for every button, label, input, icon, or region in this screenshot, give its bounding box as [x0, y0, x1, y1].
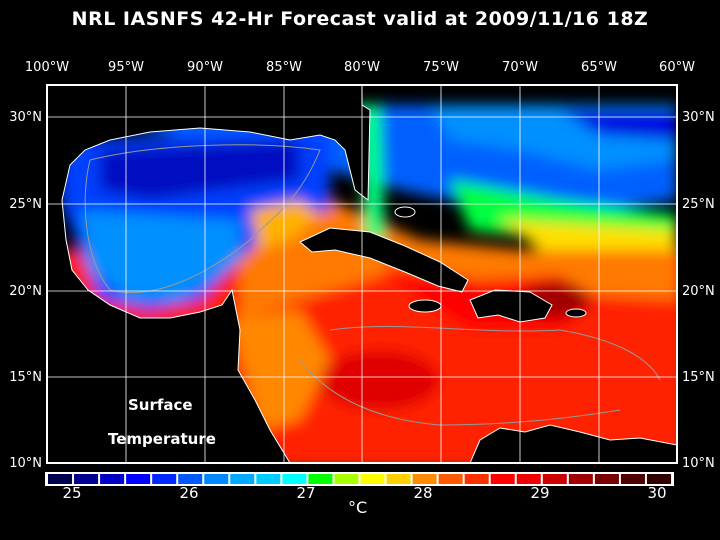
- lat-label-right: 10°N: [682, 456, 715, 471]
- colorbar-swatch: [100, 474, 125, 484]
- land-jamaica: [408, 299, 442, 313]
- graticule: [47, 85, 677, 463]
- bathymetry-contours: [84, 144, 661, 426]
- colorbar-tick-label: 26: [179, 484, 199, 502]
- colorbar-swatch: [126, 474, 151, 484]
- land-bahamas: [394, 206, 416, 218]
- colorbar-swatch: [594, 474, 619, 484]
- land-north-america: [47, 85, 371, 463]
- map-title: NRL IASNFS 42-Hr Forecast valid at 2009/…: [71, 8, 649, 30]
- lon-label: 70°W: [502, 60, 538, 75]
- colorbar-swatch: [178, 474, 203, 484]
- colorbar-tick-label: 30: [647, 484, 667, 502]
- colorbar-swatch: [308, 474, 333, 484]
- field-label-line2: Temperature: [108, 430, 216, 448]
- land-south-america: [469, 424, 677, 463]
- colorbar-swatch: [516, 474, 541, 484]
- lon-label: 60°W: [659, 60, 695, 75]
- colorbar-swatch: [48, 474, 73, 484]
- colorbar-tick-label: 28: [413, 484, 433, 502]
- lat-label-left: 25°N: [9, 197, 42, 212]
- colorbar-swatch: [152, 474, 177, 484]
- lon-label: 95°W: [108, 60, 144, 75]
- colorbar-swatch: [204, 474, 229, 484]
- lat-label-right: 25°N: [682, 197, 715, 212]
- colorbar-tick-label: 29: [530, 484, 550, 502]
- colorbar-swatch: [568, 474, 593, 484]
- land-puerto-rico: [565, 308, 587, 318]
- colorbar-swatch: [646, 474, 671, 484]
- colorbar: [45, 472, 674, 486]
- lon-label: 85°W: [266, 60, 302, 75]
- colorbar-swatch: [542, 474, 567, 484]
- colorbar-swatch: [620, 474, 645, 484]
- colorbar-tick-label: 27: [296, 484, 316, 502]
- lon-label: 80°W: [344, 60, 380, 75]
- lat-label-left: 10°N: [9, 456, 42, 471]
- lon-label: 100°W: [24, 60, 70, 75]
- colorbar-swatch: [334, 474, 359, 484]
- colorbar-swatch: [386, 474, 411, 484]
- map-frame: [46, 84, 678, 464]
- lat-label-left: 15°N: [9, 370, 42, 385]
- colorbar-swatch: [256, 474, 281, 484]
- lon-label: 65°W: [581, 60, 617, 75]
- field-label-line1: Surface: [128, 396, 193, 414]
- lon-label: 75°W: [423, 60, 459, 75]
- lat-label-right: 20°N: [682, 284, 715, 299]
- colorbar-swatch: [282, 474, 307, 484]
- colorbar-swatch: [230, 474, 255, 484]
- lat-label-right: 30°N: [682, 110, 715, 125]
- lon-label: 90°W: [187, 60, 223, 75]
- lat-label-right: 15°N: [682, 370, 715, 385]
- lat-label-left: 30°N: [9, 110, 42, 125]
- lat-label-left: 20°N: [9, 284, 42, 299]
- colorbar-swatch: [412, 474, 437, 484]
- colorbar-swatch: [360, 474, 385, 484]
- colorbar-unit: °C: [348, 498, 368, 517]
- colorbar-swatch: [438, 474, 463, 484]
- colorbar-swatch: [490, 474, 515, 484]
- colorbar-swatch: [464, 474, 489, 484]
- colorbar-tick-label: 25: [62, 484, 82, 502]
- land-cuba: [299, 227, 469, 293]
- colorbar-swatch: [74, 474, 99, 484]
